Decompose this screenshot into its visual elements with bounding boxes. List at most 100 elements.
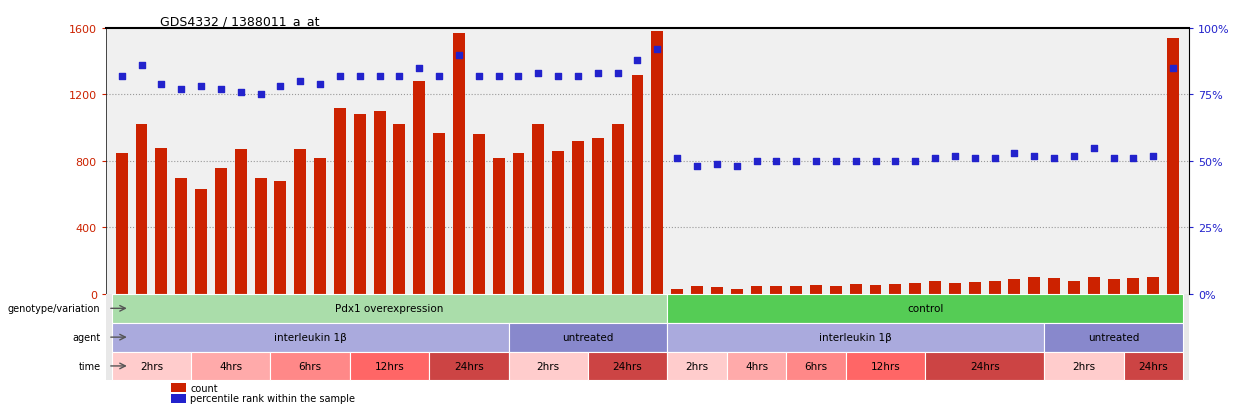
- Text: 2hrs: 2hrs: [537, 361, 560, 371]
- Point: [647, 47, 667, 53]
- Bar: [413, 82, 426, 294]
- Point: [845, 158, 865, 165]
- Bar: [591, 138, 604, 294]
- Text: 2hrs: 2hrs: [686, 361, 708, 371]
- Bar: [845, 352, 925, 380]
- Bar: [433, 133, 444, 294]
- Point: [687, 164, 707, 170]
- Bar: [611, 125, 624, 294]
- Bar: [691, 286, 703, 294]
- Bar: [112, 352, 192, 380]
- Bar: [1048, 278, 1059, 294]
- Bar: [1148, 278, 1159, 294]
- Point: [410, 65, 430, 72]
- Point: [290, 78, 310, 85]
- Point: [1163, 65, 1183, 72]
- Bar: [1045, 352, 1123, 380]
- Point: [985, 156, 1005, 162]
- Text: 4hrs: 4hrs: [219, 361, 243, 371]
- Point: [1103, 156, 1123, 162]
- Text: genotype/variation: genotype/variation: [7, 304, 101, 313]
- Point: [330, 74, 350, 80]
- Bar: [925, 352, 1045, 380]
- Bar: [631, 75, 644, 294]
- Bar: [430, 352, 508, 380]
- Bar: [176, 178, 187, 294]
- Bar: [711, 287, 723, 294]
- Bar: [1028, 278, 1040, 294]
- Bar: [255, 178, 266, 294]
- Point: [925, 156, 945, 162]
- Bar: [651, 32, 664, 294]
- Bar: [771, 286, 782, 294]
- Point: [1045, 156, 1064, 162]
- Text: untreated: untreated: [1088, 332, 1139, 342]
- Text: 6hrs: 6hrs: [804, 361, 828, 371]
- Bar: [949, 283, 961, 294]
- Point: [825, 158, 845, 165]
- Point: [250, 92, 270, 99]
- Point: [430, 74, 449, 80]
- Bar: [171, 383, 186, 392]
- Bar: [334, 109, 346, 294]
- Point: [945, 153, 965, 159]
- Point: [1084, 145, 1104, 152]
- Bar: [274, 181, 286, 294]
- Point: [449, 52, 469, 59]
- Bar: [1128, 278, 1139, 294]
- Text: 12hrs: 12hrs: [870, 361, 900, 371]
- Bar: [667, 323, 1045, 352]
- Text: control: control: [906, 304, 944, 313]
- Point: [350, 74, 370, 80]
- Bar: [453, 34, 464, 294]
- Point: [112, 74, 132, 80]
- Text: 4hrs: 4hrs: [745, 361, 768, 371]
- Point: [508, 74, 528, 80]
- Bar: [508, 323, 667, 352]
- Bar: [473, 135, 484, 294]
- Bar: [667, 294, 1183, 323]
- Point: [787, 158, 807, 165]
- Bar: [571, 142, 584, 294]
- Point: [727, 164, 747, 170]
- Bar: [508, 352, 588, 380]
- Bar: [787, 352, 845, 380]
- Bar: [1068, 281, 1079, 294]
- Bar: [192, 352, 270, 380]
- Point: [568, 74, 588, 80]
- Bar: [294, 150, 306, 294]
- Bar: [112, 294, 667, 323]
- Text: count: count: [190, 383, 218, 393]
- Text: time: time: [78, 361, 101, 371]
- Point: [1064, 153, 1084, 159]
- Text: 24hrs: 24hrs: [454, 361, 484, 371]
- Bar: [727, 352, 787, 380]
- Bar: [1088, 278, 1099, 294]
- Point: [667, 156, 687, 162]
- Bar: [493, 158, 504, 294]
- Point: [230, 89, 250, 96]
- Bar: [810, 285, 822, 294]
- Text: agent: agent: [72, 332, 101, 342]
- Bar: [731, 289, 742, 294]
- Point: [469, 74, 489, 80]
- Text: percentile rank within the sample: percentile rank within the sample: [190, 394, 355, 404]
- Bar: [136, 125, 147, 294]
- Point: [132, 63, 152, 69]
- Text: 2hrs: 2hrs: [1072, 361, 1096, 371]
- Point: [865, 158, 885, 165]
- Bar: [314, 158, 326, 294]
- Text: Pdx1 overexpression: Pdx1 overexpression: [335, 304, 443, 313]
- Text: interleukin 1β: interleukin 1β: [819, 332, 893, 342]
- Point: [190, 84, 210, 90]
- Bar: [889, 284, 901, 294]
- Bar: [354, 115, 366, 294]
- Point: [905, 158, 925, 165]
- Bar: [1045, 323, 1183, 352]
- Point: [806, 158, 825, 165]
- Point: [1143, 153, 1163, 159]
- Point: [1005, 150, 1025, 157]
- Bar: [195, 190, 207, 294]
- Point: [588, 71, 608, 77]
- Point: [548, 74, 568, 80]
